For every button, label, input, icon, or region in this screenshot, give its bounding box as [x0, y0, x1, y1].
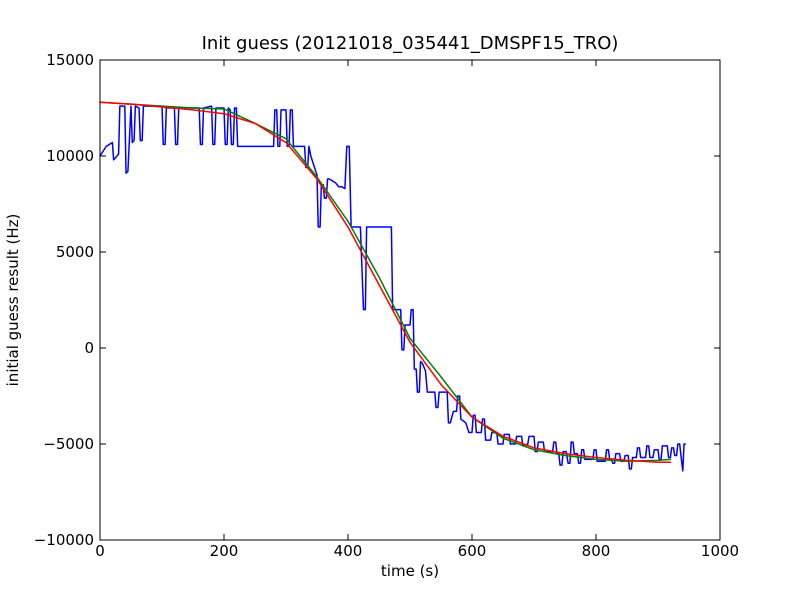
axes-frame	[99, 59, 721, 541]
y-axis-ticks: −10000 −5000 0 5000 10000 15000	[34, 51, 720, 549]
y-tick-label: 10000	[46, 147, 94, 165]
x-tick-label: 200	[210, 542, 239, 560]
y-tick-label: 0	[84, 339, 94, 357]
x-tick-label: 400	[334, 542, 363, 560]
y-tick-label: −5000	[43, 435, 94, 453]
y-tick-label: −10000	[34, 531, 94, 549]
x-axis-ticks: 0 200 400 600 800 1000	[95, 60, 739, 560]
y-axis-label: initial guess result (Hz)	[4, 214, 22, 387]
x-tick-label: 800	[582, 542, 611, 560]
series-line-2	[99, 101, 672, 463]
series-line-1	[99, 105, 687, 472]
y-tick-label: 5000	[56, 243, 94, 261]
y-tick-label: 15000	[46, 51, 94, 69]
chart-title: Init guess (20121018_035441_DMSPF15_TRO)	[202, 33, 619, 54]
series-layer	[99, 101, 687, 472]
x-tick-label: 1000	[701, 542, 739, 560]
x-axis-label: time (s)	[381, 562, 439, 580]
x-tick-label: 0	[95, 542, 105, 560]
series-line-3	[99, 101, 672, 463]
x-tick-label: 600	[458, 542, 487, 560]
